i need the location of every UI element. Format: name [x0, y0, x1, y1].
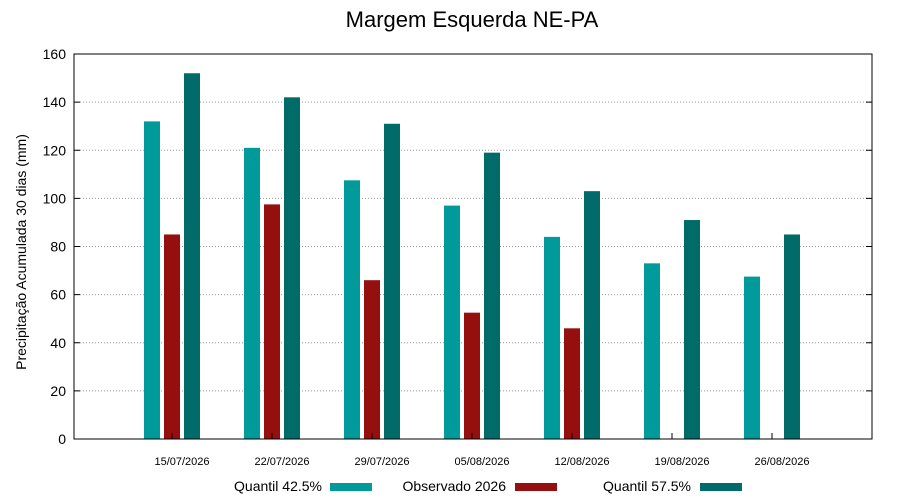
bar-observado-2026	[264, 204, 280, 439]
x-tick-label: 29/07/2026	[354, 456, 409, 468]
y-tick-label: 40	[50, 335, 66, 351]
x-tick-label: 05/08/2026	[454, 456, 509, 468]
bar-quantil-57-5-	[684, 220, 700, 439]
bar-quantil-42-5-	[344, 180, 360, 439]
bar-observado-2026	[464, 312, 480, 439]
y-tick-label: 0	[58, 431, 66, 447]
y-tick-label: 140	[43, 94, 67, 110]
y-tick-label: 60	[50, 287, 66, 303]
y-tick-label: 100	[43, 190, 67, 206]
bar-observado-2026	[164, 234, 180, 439]
bar-quantil-42-5-	[644, 263, 660, 439]
bar-observado-2026	[564, 328, 580, 439]
bar-quantil-57-5-	[584, 191, 600, 439]
bar-quantil-57-5-	[384, 123, 400, 439]
legend-swatch	[330, 483, 372, 491]
legend-swatch	[515, 483, 557, 491]
x-tick-label: 12/08/2026	[554, 456, 609, 468]
bar-quantil-57-5-	[284, 97, 300, 439]
y-tick-label: 160	[43, 46, 67, 62]
bar-quantil-57-5-	[784, 234, 800, 439]
x-tick-label: 15/07/2026	[154, 456, 209, 468]
y-tick-label: 120	[43, 142, 67, 158]
legend: Quantil 42.5% Observado 2026 Quantil 57.5%	[234, 478, 742, 494]
x-tick-label: 19/08/2026	[654, 456, 709, 468]
y-tick-label: 80	[50, 239, 66, 255]
chart-title: Margem Esquerda NE-PA	[346, 7, 599, 32]
x-tick-label: 26/08/2026	[754, 456, 809, 468]
bar-quantil-42-5-	[144, 121, 160, 439]
bar-observado-2026	[364, 280, 380, 439]
legend-swatch	[700, 483, 742, 491]
bar-quantil-42-5-	[544, 236, 560, 439]
bars	[144, 73, 800, 439]
legend-label: Quantil 57.5%	[603, 478, 691, 494]
x-tick-label: 22/07/2026	[254, 456, 309, 468]
bar-quantil-42-5-	[244, 147, 260, 439]
bar-quantil-42-5-	[444, 205, 460, 439]
bar-quantil-57-5-	[184, 73, 200, 439]
legend-label: Quantil 42.5%	[234, 478, 322, 494]
x-ticks: 15/07/2026 22/07/2026 29/07/2026 05/08/2026…	[154, 433, 810, 468]
bar-quantil-42-5-	[744, 276, 760, 439]
y-tick-label: 20	[50, 383, 66, 399]
y-axis-label: Precipitação Acumulada 30 dias (mm)	[13, 134, 29, 370]
y-ticks: 0 20 40 60 80 100 120 140 160	[43, 46, 872, 447]
legend-label: Observado 2026	[402, 478, 506, 494]
bar-quantil-57-5-	[484, 152, 500, 439]
